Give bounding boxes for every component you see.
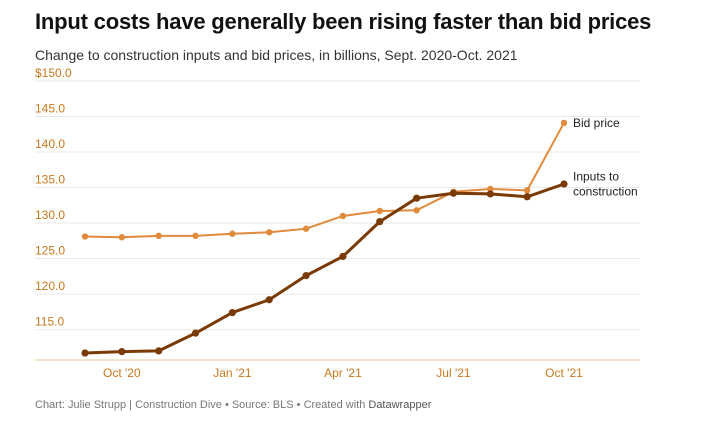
data-point — [523, 187, 531, 194]
chart-subtitle: Change to construction inputs and bid pr… — [35, 47, 518, 63]
chart-title: Input costs have generally been rising f… — [35, 9, 652, 34]
y-tick-label: $150.0 — [35, 66, 72, 80]
x-axis: Oct '20 Jan '21 Apr '21 Jul '21 Oct '21 — [35, 359, 640, 380]
x-tick-label: Apr '21 — [324, 366, 362, 380]
y-tick-label: 115.0 — [35, 315, 64, 329]
data-point — [229, 230, 236, 237]
footer-credit: Chart: Julie Strupp | Construction Dive … — [35, 399, 369, 411]
y-tick-label: 135.0 — [35, 173, 65, 187]
series-label: construction — [573, 184, 638, 198]
x-tick-label: Jul '21 — [436, 366, 471, 380]
x-tick-label: Jan '21 — [213, 366, 252, 380]
data-point — [376, 207, 383, 215]
data-point — [560, 119, 568, 127]
x-tick-label: Oct '21 — [545, 366, 583, 380]
series-lines — [81, 119, 568, 357]
y-tick-label: 130.0 — [35, 208, 65, 222]
series-line — [84, 122, 565, 239]
data-point — [413, 194, 421, 202]
y-tick-label: 145.0 — [35, 102, 65, 116]
series-label: Bid price — [573, 116, 620, 130]
data-point — [302, 225, 310, 232]
data-point — [118, 234, 126, 241]
series-label: Inputs to — [573, 169, 619, 183]
data-point — [192, 232, 199, 240]
series-line — [84, 182, 565, 355]
data-point — [339, 212, 347, 220]
gridlines — [35, 80, 640, 331]
x-tick-label: Oct '20 — [103, 366, 141, 380]
data-point — [155, 347, 163, 355]
data-point — [560, 180, 568, 188]
data-point — [302, 272, 310, 280]
data-point — [486, 190, 494, 198]
data-point — [487, 185, 494, 193]
y-tick-label: 125.0 — [35, 244, 65, 258]
data-point — [81, 349, 89, 357]
y-tick-label: 140.0 — [35, 137, 65, 151]
chart-footer: Chart: Julie Strupp | Construction Dive … — [35, 399, 431, 411]
data-point — [118, 348, 126, 356]
data-point — [228, 308, 236, 317]
data-point — [339, 252, 347, 261]
data-point — [376, 218, 384, 226]
data-point — [81, 233, 89, 240]
data-point — [191, 329, 200, 337]
data-point — [413, 207, 420, 214]
y-axis: $150.0 145.0 140.0 135.0 130.0 125.0 120.0 115.… — [35, 66, 72, 329]
data-point — [265, 296, 273, 304]
data-point — [266, 229, 273, 236]
data-point — [449, 189, 458, 197]
data-point — [155, 232, 162, 240]
y-tick-label: 120.0 — [35, 279, 65, 293]
footer-tool-link[interactable]: Datawrapper — [368, 399, 432, 411]
data-point — [523, 193, 531, 201]
